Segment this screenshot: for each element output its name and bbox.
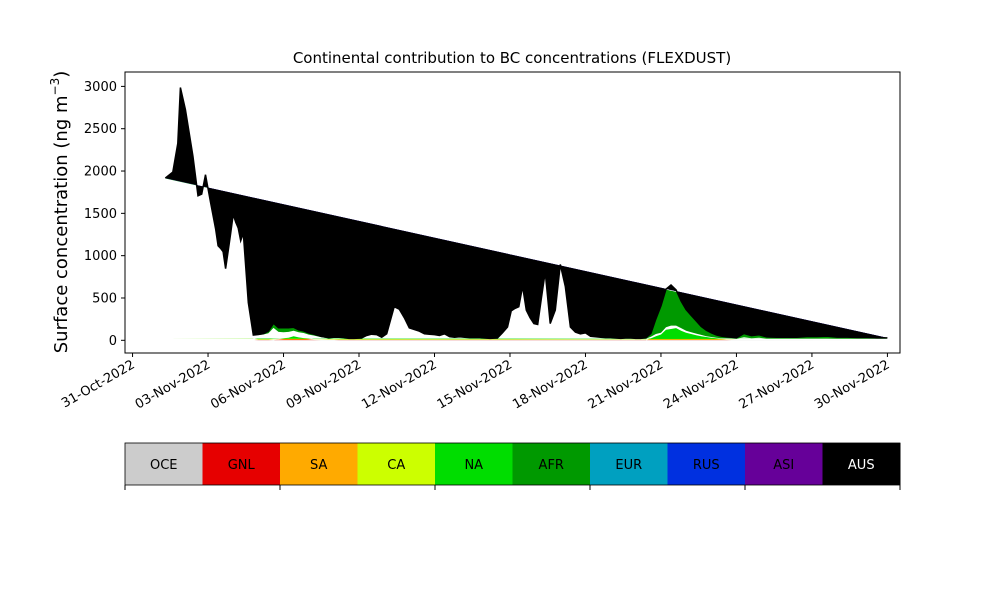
area-aus — [165, 87, 888, 339]
y-axis-label-main: Surface concentration (ng m — [51, 95, 72, 353]
legend: OCE GNL SA CA NA AFR EUR RUS ASI AUS — [124, 442, 901, 490]
legend-label-eur: EUR — [615, 458, 642, 473]
area-series-group — [165, 87, 888, 341]
x-tick-label: 12-Nov-2022 — [359, 357, 439, 412]
legend-swatch-eur — [590, 443, 668, 485]
y-tick-label: 2500 — [84, 122, 117, 137]
legend-label-na: NA — [464, 458, 483, 473]
x-tick-label: 18-Nov-2022 — [510, 357, 590, 412]
legend-swatch-oce — [125, 443, 203, 485]
x-tick-label: 09-Nov-2022 — [284, 357, 364, 412]
x-tick-label: 15-Nov-2022 — [435, 357, 515, 412]
x-tick-label: 30-Nov-2022 — [812, 357, 892, 412]
legend-swatch-asi — [745, 443, 823, 485]
legend-swatch-gnl — [202, 443, 281, 485]
x-tick-label: 03-Nov-2022 — [133, 357, 213, 412]
y-tick-label: 2000 — [84, 165, 117, 180]
legend-label-gnl: GNL — [228, 458, 256, 473]
x-tick-label: 27-Nov-2022 — [737, 357, 817, 412]
legend-label-oce: OCE — [150, 458, 178, 473]
legend-swatch-aus — [822, 443, 901, 485]
total-line — [164, 87, 888, 340]
legend-label-aus: AUS — [848, 458, 875, 473]
legend-label-ca: CA — [387, 458, 405, 473]
y-axis-label: Surface concentration (ng m−3) — [48, 71, 72, 354]
plot-frame — [124, 71, 901, 354]
legend-swatch-ca — [357, 443, 436, 485]
legend-label-sa: SA — [310, 458, 327, 473]
x-tick-label: 31-Oct-2022 — [59, 357, 137, 411]
y-tick-label: 500 — [92, 291, 117, 306]
legend-swatch-rus — [667, 443, 746, 485]
legend-label-asi: ASI — [773, 458, 794, 473]
y-tick-label: 0 — [109, 334, 117, 349]
x-axis: 31-Oct-202203-Nov-202206-Nov-202209-Nov-… — [59, 353, 892, 412]
x-tick-label: 06-Nov-2022 — [208, 357, 288, 412]
legend-swatch-sa — [280, 443, 358, 485]
y-axis-label-exponent: −3 — [48, 78, 62, 96]
legend-swatch-na — [435, 443, 513, 485]
x-tick-label: 21-Nov-2022 — [586, 357, 666, 412]
y-tick-label: 1000 — [84, 249, 117, 264]
y-axis-label-close: ) — [51, 71, 72, 78]
y-tick-label: 3000 — [84, 80, 117, 95]
legend-frame — [124, 442, 901, 486]
legend-swatch-afr — [512, 443, 591, 485]
legend-label-rus: RUS — [693, 458, 720, 473]
total-line-group — [164, 87, 888, 340]
legend-label-afr: AFR — [539, 458, 564, 473]
y-axis: 0 500 1000 1500 2000 2500 3000 — [84, 80, 125, 349]
y-tick-label: 1500 — [84, 207, 117, 222]
chart-title: Continental contribution to BC concentra… — [293, 49, 731, 67]
x-tick-label: 24-Nov-2022 — [661, 357, 741, 412]
